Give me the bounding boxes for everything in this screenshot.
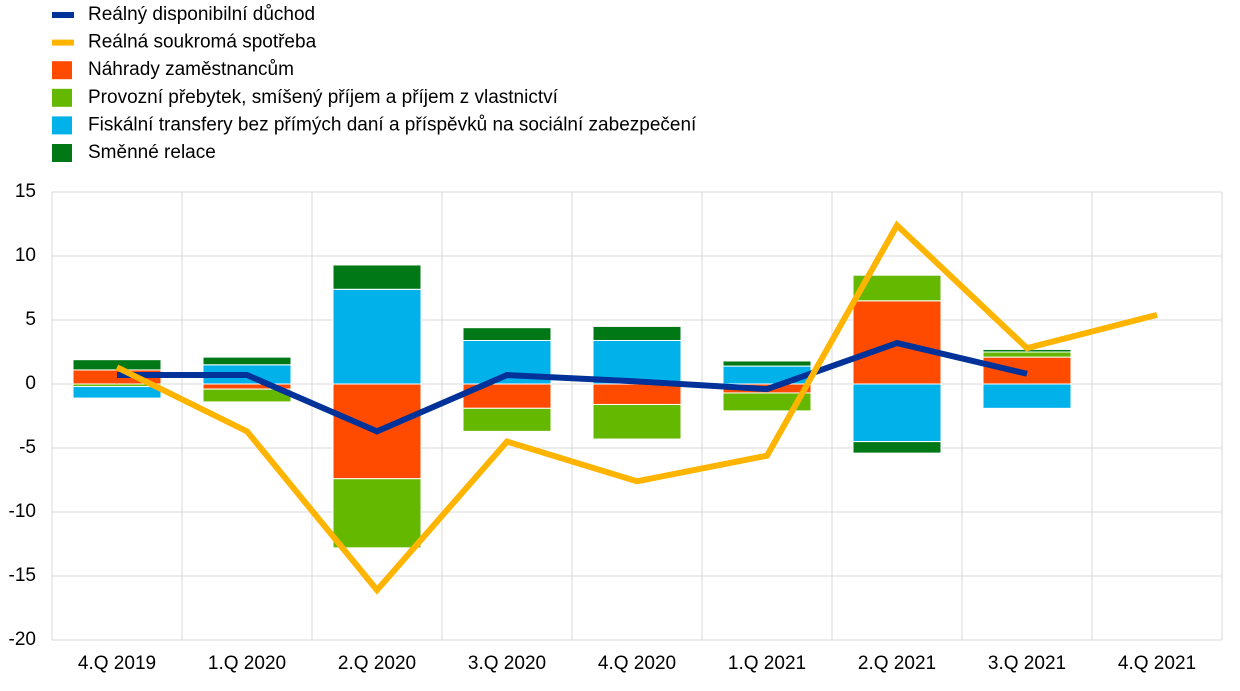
bar [982, 356, 1072, 385]
y-tick-label: -15 [9, 565, 36, 586]
bar [462, 407, 552, 432]
y-tick-label: -20 [9, 629, 36, 650]
bar [72, 386, 162, 399]
legend-swatch [52, 116, 72, 135]
legend-swatch [52, 12, 74, 18]
y-tick-label: -10 [9, 501, 36, 522]
bar [592, 325, 682, 341]
x-tick-label: 4.Q 2019 [78, 653, 156, 674]
bar [722, 360, 812, 367]
bar [592, 383, 682, 405]
x-tick-label: 3.Q 2021 [988, 653, 1066, 674]
x-tick-label: 4.Q 2021 [1118, 653, 1196, 674]
legend-label: Reálná soukromá spotřeba [88, 32, 317, 53]
bar [332, 478, 422, 549]
bar [332, 288, 422, 385]
x-tick-label: 2.Q 2021 [858, 653, 936, 674]
bar [332, 264, 422, 290]
legend-swatch [52, 61, 72, 80]
x-tick-label: 1.Q 2021 [728, 653, 806, 674]
legend-swatch [52, 39, 74, 46]
bar [592, 403, 682, 440]
legend-swatch [52, 88, 72, 107]
bar [722, 392, 812, 412]
bar [852, 441, 942, 454]
line [117, 339, 1028, 435]
bar [462, 327, 552, 341]
bar [852, 383, 942, 443]
x-tick-label: 2.Q 2020 [338, 653, 416, 674]
legend-label: Směnné relace [88, 142, 216, 163]
legend-label: Fiskální transfery bez přímých daní a př… [88, 114, 697, 135]
y-tick-label: 5 [25, 309, 36, 330]
bar [202, 356, 292, 366]
bar [592, 339, 682, 385]
line [115, 220, 1158, 595]
y-tick-label: -5 [19, 437, 36, 458]
y-tick-label: 0 [25, 373, 36, 394]
x-tick-label: 1.Q 2020 [208, 653, 286, 674]
bar [982, 351, 1072, 358]
x-tick-label: 4.Q 2020 [598, 653, 676, 674]
bar [982, 383, 1072, 409]
legend-label: Provozní přebytek, smíšený příjem a příj… [88, 87, 559, 108]
x-tick-label: 3.Q 2020 [468, 653, 546, 674]
y-tick-label: 15 [15, 181, 36, 202]
legend-label: Reálný disponibilní důchod [88, 4, 315, 25]
legend-label: Náhrady zaměstnancům [88, 59, 294, 80]
legend-swatch [52, 144, 72, 162]
y-tick-label: 10 [15, 245, 36, 266]
